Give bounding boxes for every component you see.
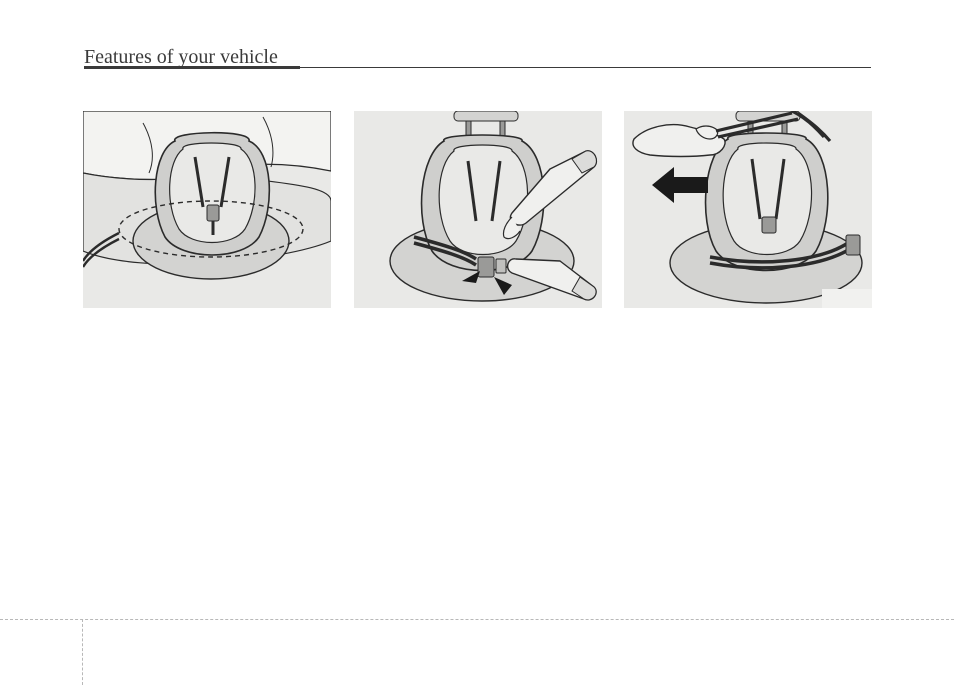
figure-child-seat-belt-path [83, 111, 331, 308]
figure-child-seat-tighten [624, 111, 872, 308]
heading-rule-accent [84, 66, 300, 69]
trim-mark-horizontal [0, 619, 954, 620]
figure-row [83, 111, 872, 308]
figure-child-seat-buckle [354, 111, 602, 308]
manual-page: Features of your vehicle [0, 0, 954, 685]
trim-mark-vertical [82, 619, 83, 685]
